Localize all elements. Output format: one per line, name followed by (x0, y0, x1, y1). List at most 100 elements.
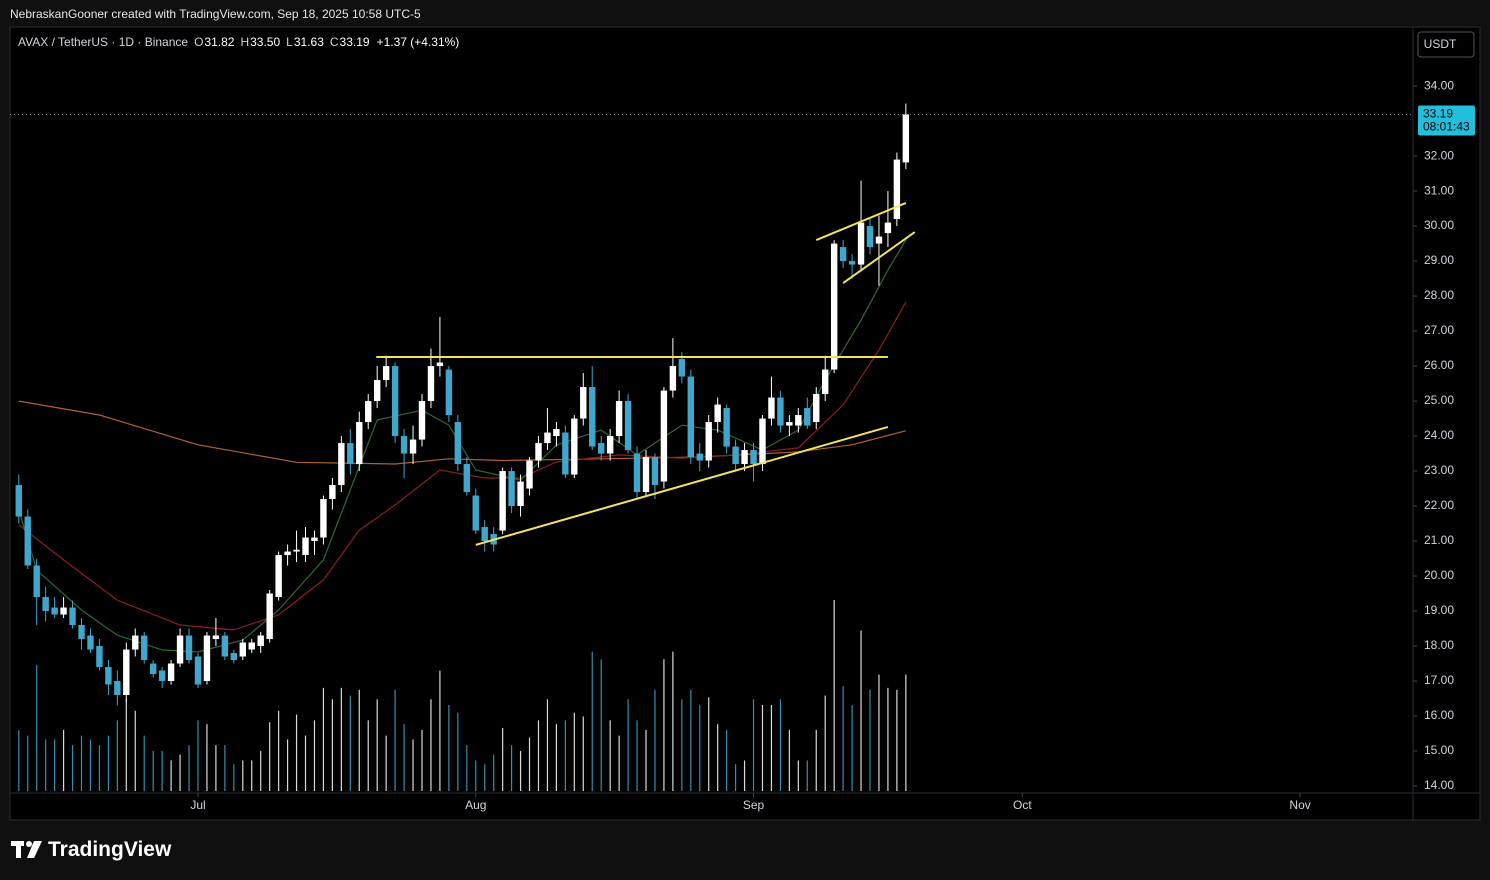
candle-body (105, 667, 112, 685)
y-tick-label: 21.00 (1424, 533, 1454, 547)
candle-body (472, 495, 479, 531)
candle-body (60, 607, 67, 615)
candle-body (78, 625, 85, 640)
candle-body (311, 537, 318, 542)
candle-body (875, 236, 883, 244)
candle-body (436, 362, 444, 367)
ohlc-value: 31.82 (204, 35, 235, 49)
candle-body (580, 387, 587, 419)
candle-body (839, 247, 847, 262)
candle-body (669, 366, 677, 391)
candle-body (804, 408, 811, 426)
candle-body (185, 635, 193, 661)
candle-body (257, 635, 264, 647)
candle-body (822, 369, 829, 395)
candle-body (391, 366, 399, 437)
candle-body (633, 453, 641, 493)
candle-body (597, 443, 605, 454)
candle-body (606, 436, 614, 454)
moving-average (18, 301, 907, 631)
candle-body (132, 635, 139, 650)
candle-body (123, 649, 130, 696)
candle-body (705, 422, 712, 461)
candle-body (230, 653, 238, 661)
y-tick-label: 17.00 (1424, 673, 1454, 687)
y-tick-label: 24.00 (1424, 428, 1454, 442)
candle-body (239, 642, 246, 657)
legend-header: AVAX / TetherUS · 1D · Binance O31.82 H33.… (18, 35, 459, 49)
candle-body (463, 464, 470, 493)
candle-body (481, 527, 488, 542)
candle-body (203, 635, 211, 682)
attribution: NebraskanGooner created with TradingView… (10, 7, 421, 21)
candle-body (284, 551, 291, 556)
candle-body (445, 369, 453, 416)
candle-body (158, 670, 166, 682)
candle-body (338, 443, 345, 486)
candle-body (535, 443, 542, 461)
candle-body (777, 397, 784, 426)
x-tick-label: Aug (465, 798, 486, 812)
countdown: 08:01:43 (1423, 120, 1470, 134)
moving-average (18, 239, 907, 653)
candle-body (87, 635, 94, 650)
y-tick-label: 15.00 (1424, 743, 1454, 757)
symbol: AVAX / TetherUS · 1D · Binance (18, 35, 189, 49)
candle-body (615, 401, 623, 437)
candle-body (499, 471, 506, 531)
trendline (815, 202, 907, 241)
candle-body (768, 397, 775, 419)
candle-body (33, 565, 40, 598)
candle-body (759, 418, 766, 465)
candle-body (651, 457, 659, 486)
currency: USDT (1424, 37, 1457, 51)
candle-body (400, 436, 408, 454)
candle-body (141, 635, 148, 661)
candle-body (893, 159, 901, 220)
candle-body (866, 226, 874, 248)
candle-body (589, 387, 596, 447)
candle-body (678, 359, 686, 377)
candle-body (571, 418, 578, 475)
y-tick-label: 25.00 (1424, 393, 1454, 407)
candle-body (696, 453, 703, 461)
ohlc-field: O31.82 (194, 35, 234, 49)
y-tick-label: 27.00 (1424, 323, 1454, 337)
ohlc-label: L (286, 35, 293, 49)
candle-body (51, 607, 58, 615)
candle-body (427, 366, 435, 402)
candle-body (813, 394, 820, 423)
candle-body (373, 380, 381, 402)
candle-body (221, 635, 229, 657)
candle-body (454, 422, 462, 465)
candle-body (194, 656, 202, 685)
y-tick-label: 30.00 (1424, 218, 1454, 232)
candle-body (149, 663, 157, 675)
candle-body (642, 457, 650, 493)
candle-body (418, 401, 426, 440)
trendline (842, 231, 916, 284)
candle-body (275, 555, 282, 598)
y-tick-label: 14.00 (1424, 778, 1454, 792)
candle-body (409, 439, 417, 454)
candle-body (526, 460, 533, 489)
candle-body (347, 443, 354, 465)
candle-body (750, 450, 757, 465)
y-tick-label: 29.00 (1424, 253, 1454, 267)
candle-body (329, 485, 336, 500)
change: +1.37 (+4.31%) (376, 35, 460, 49)
ohlc-field: L31.63 (286, 35, 324, 49)
candle-body (382, 366, 390, 381)
currency-box[interactable] (1417, 31, 1475, 58)
y-tick-label: 28.00 (1424, 288, 1454, 302)
candle-body (15, 485, 22, 517)
candle-body (320, 499, 327, 538)
candle-body (248, 642, 255, 650)
ohlc-label: C (329, 35, 339, 49)
candle-body (365, 401, 372, 423)
candle-body (302, 537, 309, 556)
candle-body (795, 415, 802, 426)
candle-body (902, 114, 910, 163)
candle-body (857, 222, 865, 265)
